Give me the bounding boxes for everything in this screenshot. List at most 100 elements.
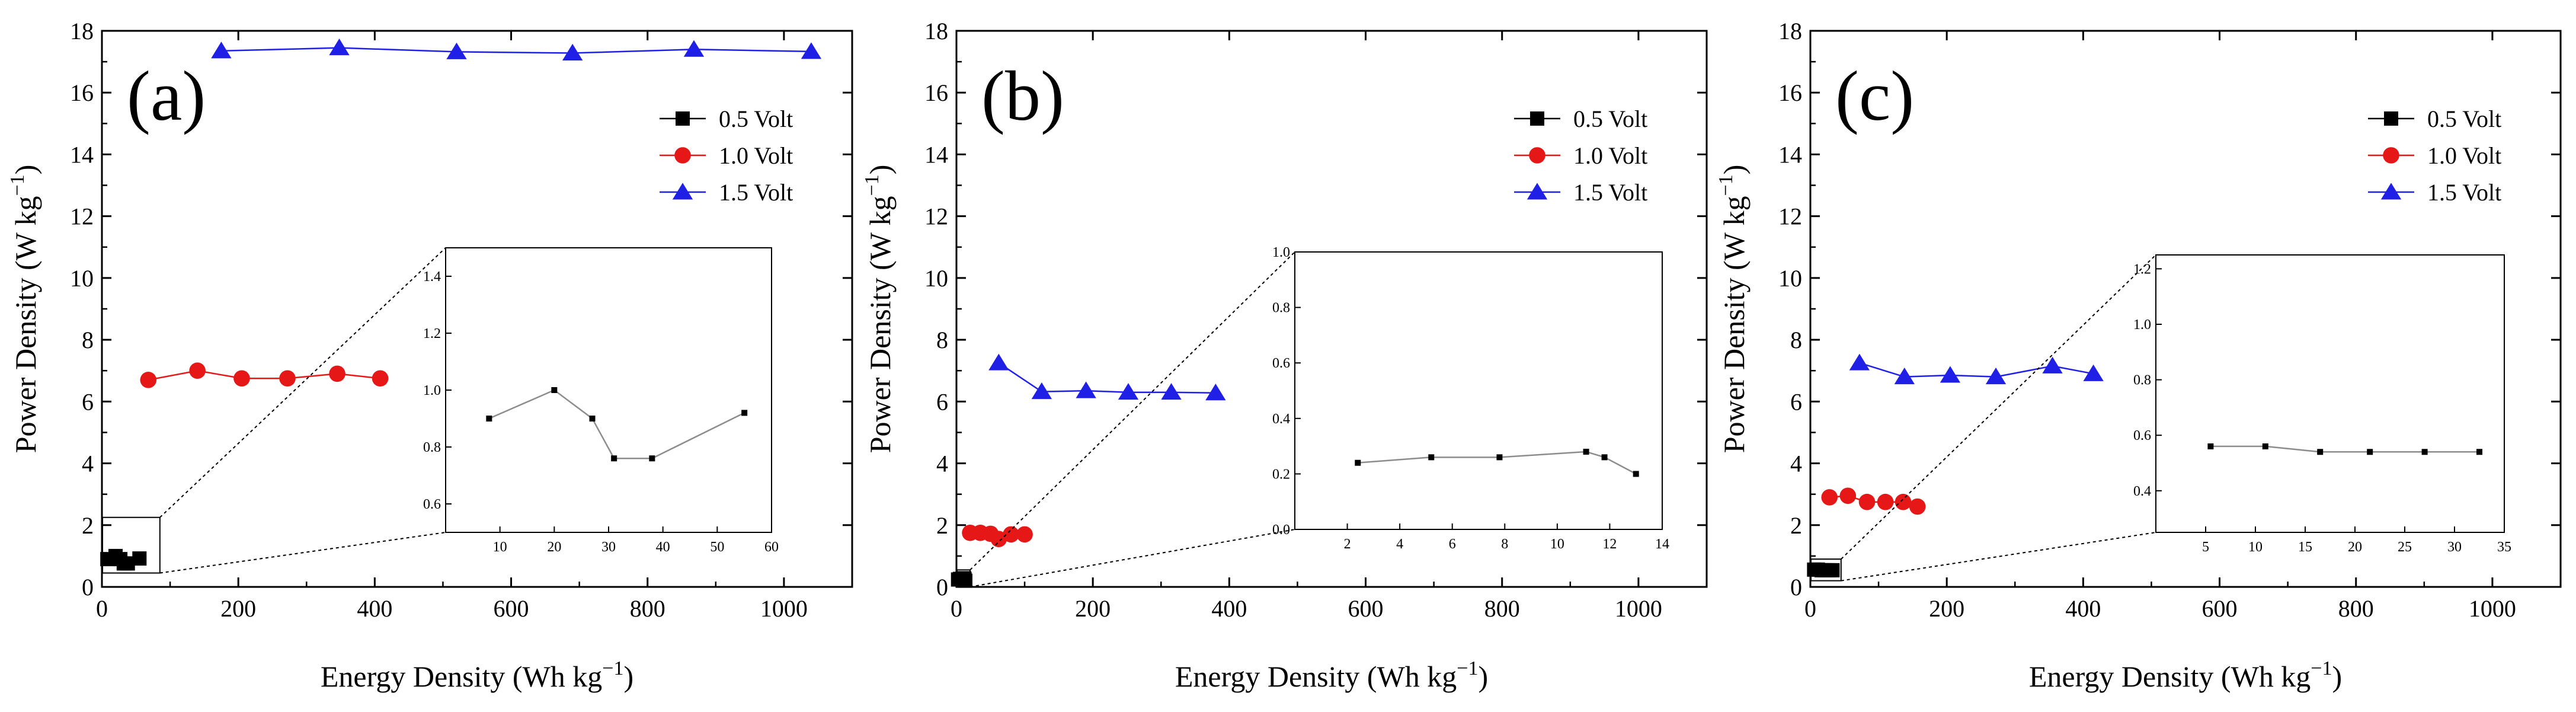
x-tick-label: 600 (1348, 595, 1384, 622)
y-tick-label: 0 (936, 574, 948, 601)
inset-x-tick-label: 35 (2497, 539, 2511, 555)
inset-frame (445, 247, 772, 533)
panel-b: 0 200 400 600 800 1000 0 2 4 6 8 10 12 14 16 18 Energy D… (861, 18, 1708, 693)
inset-x-tick-label: 8 (1501, 537, 1508, 552)
data-point (1940, 366, 1961, 383)
inset-y-tick-label: 1.2 (2133, 261, 2151, 277)
inset-x-tick-label: 2 (1344, 537, 1351, 552)
y-axis-label: Power Density (W kg−1) (7, 165, 42, 454)
inset-chart: 2 4 6 8 10 12 14 0.0 0.2 0.4 0.6 0.8 1.0 (1272, 245, 1669, 552)
panel-a: 0 200 400 600 800 1000 0 2 4 6 8 10 12 14 16 18 Energy D… (7, 18, 853, 693)
inset-x-tick-label: 4 (1396, 537, 1403, 552)
data-point (132, 551, 147, 566)
inset-y-tick-label: 1.0 (2133, 317, 2151, 333)
data-point (2042, 356, 2063, 373)
inset-y-tick-label: 1.2 (423, 326, 441, 341)
x-axis-label: Energy Density (Wh kg−1) (321, 657, 633, 693)
legend-entry: 1.5 Volt (1573, 179, 1647, 206)
data-point (233, 370, 250, 387)
data-point (1003, 526, 1019, 543)
series-05 (100, 548, 147, 571)
x-tick-label: 800 (630, 595, 665, 622)
inset-y-tick-label: 1.4 (423, 269, 441, 285)
data-point (1909, 498, 1926, 515)
data-point (446, 42, 467, 59)
y-tick-label: 10 (924, 265, 948, 292)
inset-x-tick-label: 25 (2398, 539, 2412, 555)
inset-line (2210, 445, 2479, 453)
y-tick-label: 14 (924, 141, 948, 168)
inset-y-tick-label: 0.6 (2133, 428, 2151, 443)
legend: 0.5 Volt 1.0 Volt 1.5 Volt (2368, 106, 2501, 206)
inset-x-tick-label: 20 (2348, 539, 2362, 555)
data-point (988, 353, 1009, 371)
data-point (1161, 383, 1182, 400)
series-10 (962, 525, 1033, 548)
y-tick-label: 16 (1778, 79, 1802, 106)
inset-y-tick-label: 0.6 (423, 497, 441, 512)
inset-y-tick-label: 1.0 (423, 383, 441, 398)
series-line (221, 47, 811, 54)
data-point (1825, 563, 1840, 577)
x-tick-label: 1000 (760, 595, 808, 622)
inset-x-tick-label: 5 (2202, 539, 2209, 555)
inset-point (589, 416, 596, 422)
x-tick-label: 1000 (1615, 595, 1662, 622)
zoom-connector (969, 529, 1295, 588)
inset-x-tick-label: 40 (656, 539, 670, 555)
inset-chart: 5 10 15 20 25 30 35 0.4 0.6 0.8 1.0 1.2 (2133, 254, 2511, 555)
zoom-connector (969, 251, 1295, 571)
x-tick-label: 600 (2202, 595, 2238, 622)
inset-point (1496, 454, 1503, 461)
data-point (1849, 353, 1870, 371)
legend-entry: 1.0 Volt (1573, 142, 1647, 169)
y-tick-label: 6 (82, 388, 94, 415)
inset-point (741, 410, 748, 416)
y-tick-label: 4 (82, 451, 94, 477)
x-tick-label: 0 (1804, 595, 1816, 622)
legend-entry: 0.5 Volt (1573, 106, 1647, 132)
data-point (683, 40, 705, 57)
data-point (1076, 381, 1096, 398)
series-15 (211, 39, 822, 60)
inset-x-tick-label: 10 (1550, 537, 1564, 552)
data-point (990, 531, 1007, 548)
legend: 0.5 Volt 1.0 Volt 1.5 Volt (1514, 106, 1647, 206)
inset-point (649, 455, 655, 462)
x-tick-label: 800 (1484, 595, 1520, 622)
y-tick-label: 8 (1790, 327, 1802, 353)
inset-x-tick-label: 50 (710, 539, 724, 555)
inset-frame (1294, 251, 1663, 530)
inset-frame (2155, 254, 2505, 533)
y-tick-label: 14 (70, 141, 94, 168)
series-line (998, 362, 1216, 394)
panel-label: (b) (981, 56, 1064, 135)
inset-y-tick-label: 0.4 (2133, 484, 2151, 499)
x-tick-label: 400 (1211, 595, 1247, 622)
x-tick-label: 200 (1075, 595, 1111, 622)
data-point (372, 370, 389, 387)
data-point (1985, 368, 2007, 385)
inset-point (486, 416, 492, 422)
inset-point (611, 455, 617, 462)
inset-point (1633, 471, 1639, 477)
inset-point (551, 387, 558, 393)
y-tick-label: 10 (70, 265, 94, 292)
legend-marker (676, 111, 690, 126)
inset-point (2207, 443, 2214, 449)
y-tick-label: 12 (924, 203, 948, 230)
legend-entry: 1.0 Volt (719, 142, 793, 169)
y-tick-label: 16 (924, 79, 948, 106)
legend-entry: 1.5 Volt (719, 179, 793, 206)
inset-point (2262, 443, 2268, 449)
series-line (1859, 362, 2094, 378)
data-point (1858, 493, 1876, 510)
inset-x-tick-label: 30 (2447, 539, 2462, 555)
y-tick-label: 16 (70, 79, 94, 106)
legend-marker (2383, 147, 2399, 164)
x-axis-label: Energy Density (Wh kg−1) (1175, 657, 1488, 693)
legend-marker (1530, 111, 1544, 126)
x-tick-label: 400 (2065, 595, 2101, 622)
inset-point (2476, 449, 2482, 455)
x-tick-label: 1000 (2469, 595, 2516, 622)
